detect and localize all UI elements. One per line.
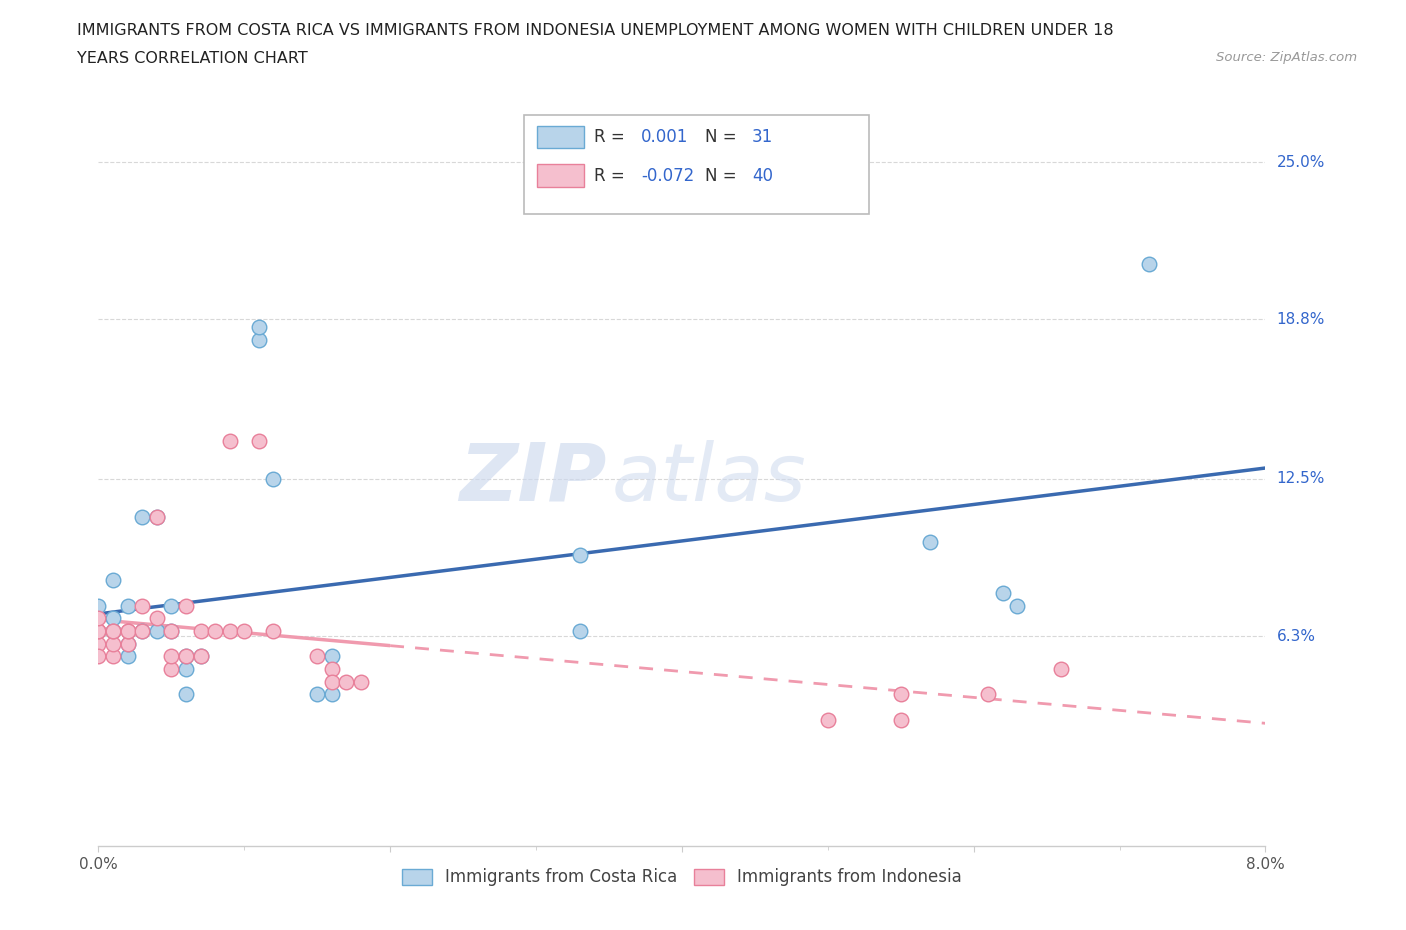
Point (117, 636, 139, 651)
Text: 0.001: 0.001 (641, 128, 689, 146)
Text: 18.8%: 18.8% (1277, 312, 1324, 326)
Text: -0.072: -0.072 (641, 166, 695, 184)
Point (307, 687, 329, 702)
Point (1137, 256, 1160, 271)
Point (160, 623, 183, 638)
Legend: Immigrants from Costa Rica, Immigrants from Indonesia: Immigrants from Costa Rica, Immigrants f… (395, 862, 969, 893)
Point (87, 623, 110, 638)
FancyBboxPatch shape (537, 165, 583, 187)
Point (160, 623, 183, 638)
Point (247, 433, 270, 448)
Point (918, 535, 941, 550)
Point (991, 586, 1014, 601)
Point (174, 687, 197, 702)
Text: R =: R = (595, 166, 626, 184)
Point (87, 649, 110, 664)
Point (321, 649, 343, 664)
Text: R =: R = (595, 128, 626, 146)
Text: ZIP: ZIP (458, 440, 606, 518)
Point (321, 661, 343, 676)
Point (160, 598, 183, 613)
Point (262, 472, 284, 486)
Point (568, 623, 591, 638)
Point (87, 623, 110, 638)
FancyBboxPatch shape (537, 126, 583, 149)
Text: 25.0%: 25.0% (1277, 154, 1324, 170)
Point (321, 687, 343, 702)
Text: 40: 40 (752, 166, 773, 184)
Point (335, 674, 357, 689)
Point (131, 510, 153, 525)
Text: YEARS CORRELATION CHART: YEARS CORRELATION CHART (77, 51, 308, 66)
Point (87, 623, 110, 638)
Point (160, 661, 183, 676)
Point (174, 649, 197, 664)
Point (117, 623, 139, 638)
Point (204, 623, 226, 638)
Text: N =: N = (706, 166, 737, 184)
Point (87, 636, 110, 651)
Point (190, 649, 212, 664)
Point (307, 649, 329, 664)
Point (817, 712, 839, 727)
Point (1007, 598, 1029, 613)
Point (101, 623, 124, 638)
Point (146, 510, 169, 525)
Point (131, 598, 153, 613)
Text: 6.3%: 6.3% (1277, 629, 1316, 644)
Point (247, 332, 270, 347)
Point (890, 712, 912, 727)
Point (321, 674, 343, 689)
Point (101, 636, 124, 651)
Text: N =: N = (706, 128, 737, 146)
Point (350, 674, 373, 689)
Text: atlas: atlas (612, 440, 807, 518)
Point (117, 623, 139, 638)
Point (101, 623, 124, 638)
Point (146, 623, 169, 638)
Point (117, 649, 139, 664)
Point (101, 611, 124, 626)
Text: IMMIGRANTS FROM COSTA RICA VS IMMIGRANTS FROM INDONESIA UNEMPLOYMENT AMONG WOMEN: IMMIGRANTS FROM COSTA RICA VS IMMIGRANTS… (77, 23, 1114, 38)
Point (190, 623, 212, 638)
Point (101, 623, 124, 638)
Point (131, 623, 153, 638)
Point (977, 687, 1000, 702)
Point (131, 623, 153, 638)
Point (247, 320, 270, 335)
Point (174, 598, 197, 613)
Point (218, 433, 240, 448)
Point (117, 636, 139, 651)
Point (174, 661, 197, 676)
Point (87, 611, 110, 626)
Point (87, 623, 110, 638)
Point (146, 510, 169, 525)
Text: 31: 31 (752, 128, 773, 146)
Point (146, 611, 169, 626)
Text: Source: ZipAtlas.com: Source: ZipAtlas.com (1216, 51, 1357, 64)
Point (190, 649, 212, 664)
Point (101, 573, 124, 588)
Point (890, 687, 912, 702)
Point (101, 649, 124, 664)
Point (262, 623, 284, 638)
Point (160, 649, 183, 664)
Point (87, 598, 110, 613)
Point (233, 623, 256, 638)
Point (101, 623, 124, 638)
Point (174, 649, 197, 664)
Point (568, 548, 591, 563)
FancyBboxPatch shape (524, 115, 869, 215)
Point (218, 623, 240, 638)
Point (1050, 661, 1073, 676)
Text: 12.5%: 12.5% (1277, 472, 1324, 486)
Point (117, 598, 139, 613)
